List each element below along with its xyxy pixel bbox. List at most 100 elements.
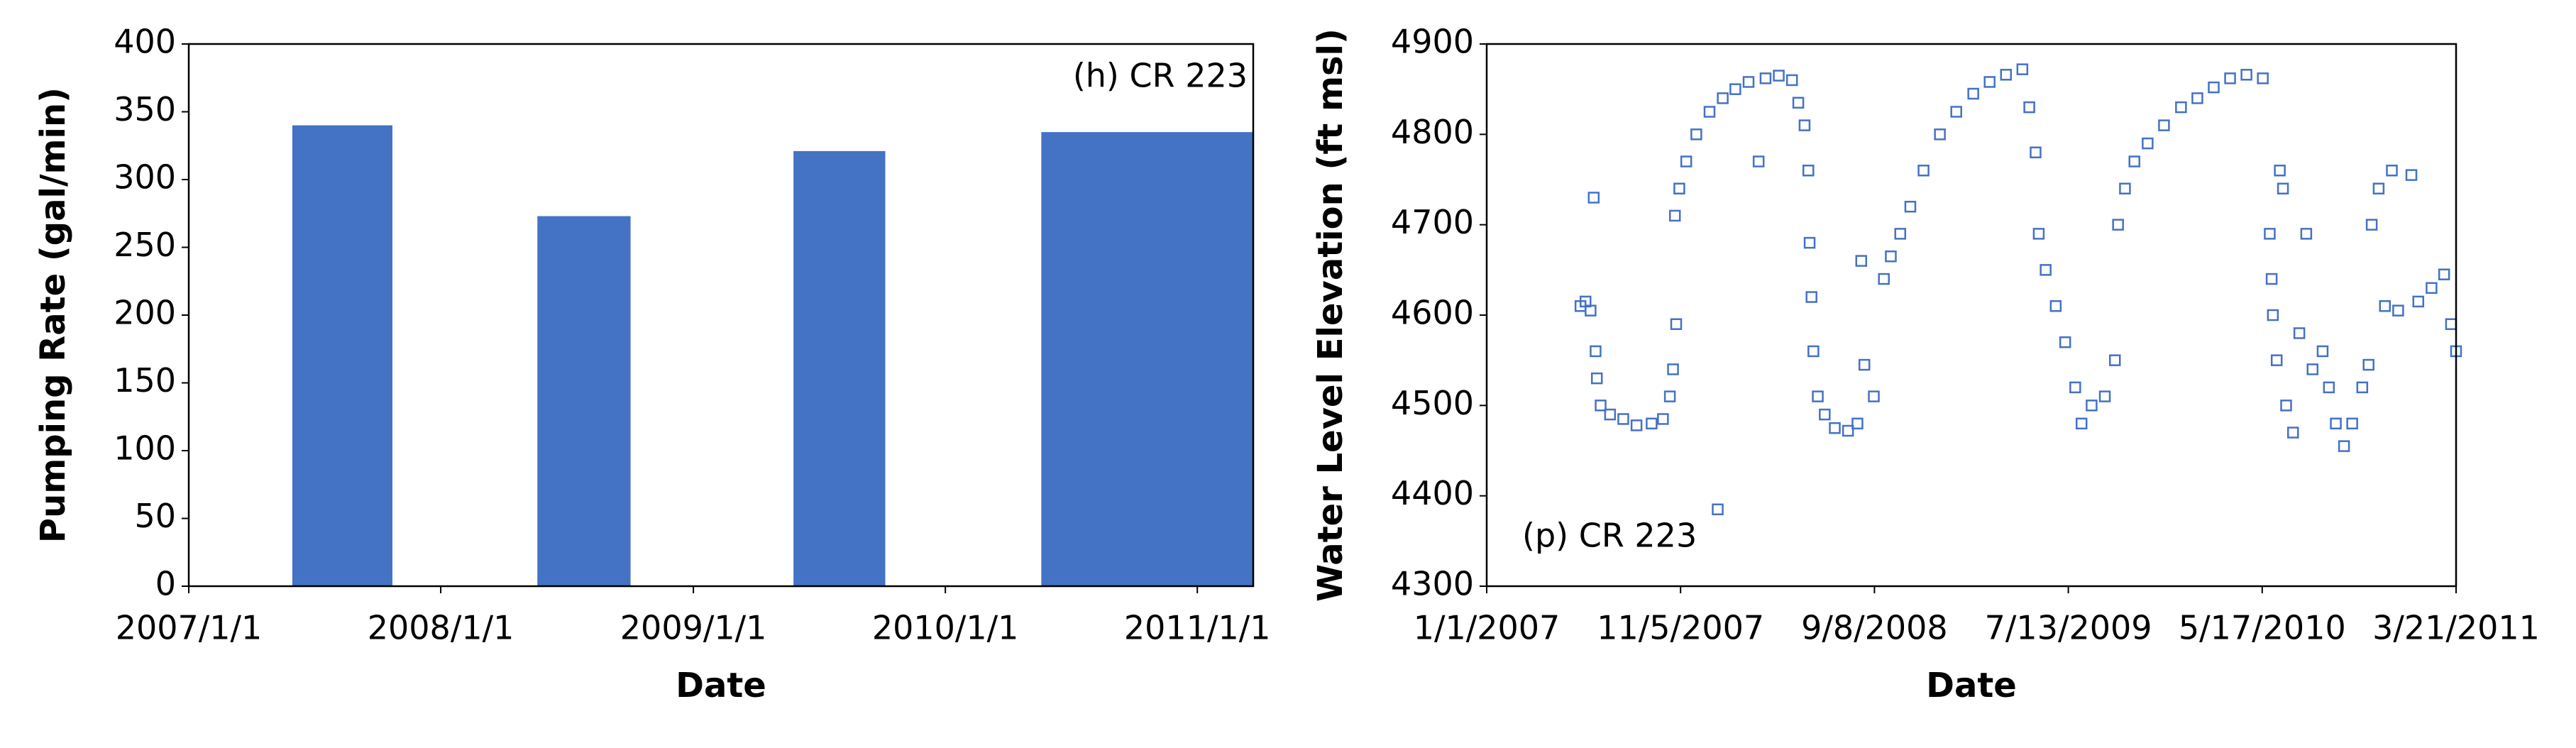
point — [1885, 250, 1897, 263]
point — [2445, 318, 2457, 330]
y-tick-label: 350 — [114, 90, 176, 128]
x-tick-label: 1/1/2007 — [1414, 609, 1561, 647]
point — [1590, 372, 1603, 385]
point — [1842, 424, 1854, 437]
point — [2049, 300, 2062, 312]
y-tick-label: 4600 — [1391, 294, 1474, 332]
point — [2277, 182, 2289, 194]
x-tick-label: 11/5/2007 — [1597, 609, 1764, 647]
point — [1673, 182, 1685, 194]
point — [1855, 255, 1868, 267]
point — [1742, 76, 1755, 88]
point — [1717, 92, 1729, 104]
point — [2240, 69, 2252, 81]
point — [2330, 417, 2342, 430]
point — [1983, 76, 1996, 88]
point — [2059, 336, 2071, 348]
point — [1667, 363, 1679, 375]
x-tick-label: 2007/1/1 — [116, 609, 263, 647]
bar — [793, 150, 886, 586]
bar — [292, 125, 392, 587]
point — [1670, 318, 1683, 330]
x-tick-label: 2011/1/1 — [1124, 609, 1271, 647]
point — [2338, 440, 2350, 452]
x-tick-label: 2008/1/1 — [368, 609, 514, 647]
point — [2365, 219, 2378, 231]
point — [1802, 165, 1815, 177]
point — [2392, 304, 2404, 317]
point — [2224, 72, 2236, 84]
y-tick-label: 4400 — [1391, 474, 1474, 512]
y-tick-label: 4700 — [1391, 203, 1474, 241]
point — [1587, 192, 1600, 204]
point — [2040, 264, 2052, 276]
point — [2323, 381, 2335, 394]
point — [2346, 417, 2358, 430]
y-tick-label: 250 — [114, 226, 176, 264]
point — [2300, 228, 2313, 240]
point — [1729, 83, 1741, 95]
point — [1917, 165, 1930, 177]
point — [1657, 413, 1669, 425]
point — [2265, 273, 2278, 285]
point — [1803, 236, 1816, 249]
point — [2069, 381, 2081, 394]
y-tick-label: 300 — [114, 158, 176, 197]
y-tick-label: 4300 — [1391, 565, 1474, 603]
point — [2208, 81, 2220, 94]
point — [2316, 345, 2329, 358]
x-tick-label: 5/17/2010 — [2179, 609, 2346, 647]
point — [2030, 146, 2042, 159]
point — [1630, 419, 1643, 431]
point — [2158, 119, 2170, 131]
point — [1773, 70, 1785, 82]
point — [1798, 119, 1811, 131]
point — [1829, 422, 1841, 434]
point — [1604, 408, 1617, 421]
point — [2405, 169, 2418, 181]
plot-frame — [1485, 43, 2457, 588]
point — [2267, 309, 2279, 321]
y-tick-label: 400 — [114, 23, 176, 61]
y-tick-label: 0 — [155, 565, 176, 603]
point — [1792, 97, 1805, 109]
point — [1703, 106, 1716, 118]
y-tick-label: 4900 — [1391, 23, 1474, 61]
point — [2412, 295, 2425, 308]
point — [2023, 101, 2035, 114]
point — [1617, 413, 1629, 425]
point — [2000, 69, 2013, 81]
point — [1934, 128, 1946, 141]
point — [1595, 400, 1607, 412]
y-axis-title: Water Level Elevation (ft msl) — [1311, 28, 1350, 602]
annotation: (p) CR 223 — [1522, 517, 1697, 555]
point — [2075, 417, 2088, 430]
point — [2356, 381, 2369, 394]
point — [1904, 200, 1917, 213]
point — [2372, 182, 2385, 194]
point — [1690, 128, 1702, 141]
point — [2426, 282, 2438, 295]
point — [2112, 219, 2124, 231]
bar — [1041, 132, 1253, 586]
point — [2032, 228, 2045, 240]
point — [2264, 228, 2276, 240]
point — [2108, 354, 2121, 366]
point — [2438, 268, 2450, 280]
point — [1752, 155, 1765, 167]
x-tick-label: 3/21/2011 — [2372, 609, 2540, 647]
point — [2191, 92, 2203, 104]
x-tick-label: 7/13/2009 — [1985, 609, 2152, 647]
x-tick-label: 2009/1/1 — [620, 609, 767, 647]
y-tick-label: 4800 — [1391, 113, 1474, 151]
point — [1785, 74, 1798, 87]
y-tick-label: 50 — [134, 497, 176, 535]
point — [1663, 390, 1676, 402]
y-tick-label: 100 — [114, 429, 176, 468]
point — [2175, 101, 2187, 114]
point — [2119, 182, 2131, 194]
x-tick-label: 9/8/2008 — [1801, 609, 1948, 647]
point — [1646, 417, 1658, 430]
point — [1894, 228, 1907, 240]
